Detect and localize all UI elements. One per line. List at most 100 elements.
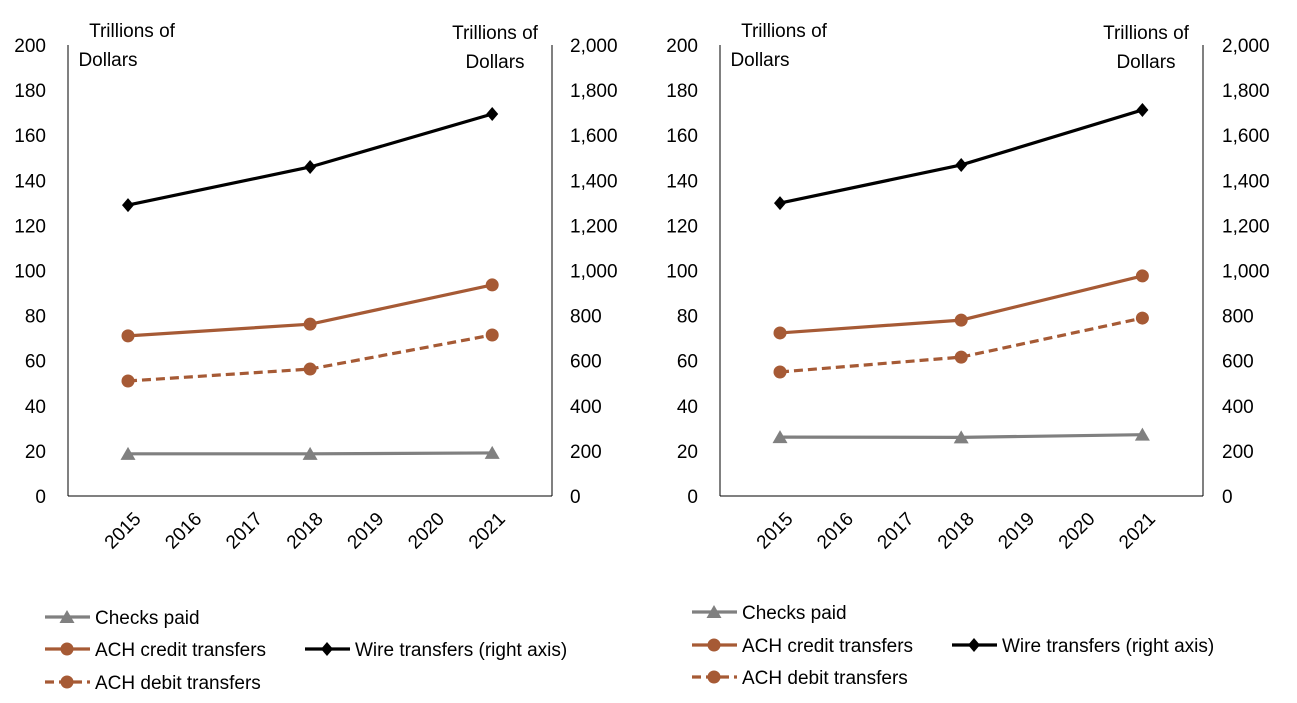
- x-tick-label: 2016: [161, 509, 206, 554]
- right-tick-label: 1,200: [1222, 216, 1270, 237]
- right-tick-label: 800: [570, 307, 602, 328]
- legend-label: ACH debit transfers: [742, 668, 908, 689]
- circle-marker: [485, 278, 499, 292]
- right-axis-title-line: Dollars: [465, 52, 524, 73]
- right-tick-label: 1,000: [570, 262, 618, 283]
- legend-label: ACH debit transfers: [95, 673, 261, 694]
- circle-marker: [773, 326, 787, 340]
- left-tick-label: 140: [666, 171, 698, 192]
- x-tick-label: 2021: [1115, 509, 1160, 554]
- left-tick-label: 160: [666, 126, 698, 147]
- left-tick-label: 20: [25, 442, 46, 463]
- series-ach-credit-transfers: [121, 278, 499, 343]
- series-checks-paid: [120, 445, 500, 460]
- legend-triangle-marker: [59, 610, 75, 623]
- legend-item: Wire transfers (right axis): [305, 640, 567, 661]
- right-tick-label: 1,400: [1222, 171, 1270, 192]
- triangle-marker: [1134, 427, 1150, 441]
- right-axis-title-line: Trillions of: [1103, 23, 1190, 44]
- x-tick-label: 2015: [753, 509, 798, 554]
- right-tick-label: 2,000: [570, 36, 618, 57]
- left-tick-label: 40: [677, 397, 698, 418]
- x-tick-label: 2016: [813, 509, 858, 554]
- x-tick-label: 2019: [344, 509, 389, 554]
- x-tick-label: 2019: [994, 509, 1039, 554]
- legend-circle-marker: [60, 675, 74, 689]
- right-tick-label: 200: [570, 442, 602, 463]
- right-tick-label: 400: [570, 397, 602, 418]
- left-tick-label: 120: [14, 216, 46, 237]
- legend-label: Checks paid: [742, 603, 847, 624]
- left-tick-label: 60: [677, 352, 698, 373]
- right-tick-label: 800: [1222, 307, 1254, 328]
- left-tick-label: 200: [14, 36, 46, 57]
- chart-2: 0 20 40 60 80 100 120 140 160 180 200 0 200 400 600 800…: [666, 21, 1269, 689]
- right-axis-title-line: Trillions of: [452, 23, 539, 44]
- right-tick-label: 1,200: [570, 216, 618, 237]
- legend-circle-marker: [60, 642, 74, 656]
- left-tick-label: 100: [14, 262, 46, 283]
- triangle-marker: [484, 445, 500, 459]
- series-checks-paid: [772, 427, 1150, 444]
- legend-label: Wire transfers (right axis): [355, 640, 567, 661]
- right-tick-label: 0: [1222, 487, 1233, 508]
- legend-item: ACH credit transfers: [692, 636, 913, 657]
- series-wire-transfers-right-axis: [774, 102, 1149, 211]
- legend-label: Checks paid: [95, 608, 200, 629]
- legend-label: ACH credit transfers: [95, 640, 266, 661]
- circle-marker: [1135, 311, 1149, 325]
- right-tick-label: 400: [1222, 397, 1254, 418]
- diamond-marker: [486, 107, 499, 122]
- right-tick-label: 1,800: [570, 81, 618, 102]
- triangle-marker: [772, 430, 788, 444]
- series-wire-transfers-right-axis: [122, 107, 499, 213]
- right-tick-label: 1,400: [570, 171, 618, 192]
- legend-label: Wire transfers (right axis): [1002, 636, 1214, 657]
- right-tick-label: 1,800: [1222, 81, 1270, 102]
- circle-marker: [121, 329, 135, 343]
- left-tick-label: 0: [35, 487, 46, 508]
- chart-1: 0 20 40 60 80 100 120 140 160 180 200 0 200 400 600 800…: [14, 21, 617, 694]
- left-tick-label: 180: [14, 81, 46, 102]
- left-axis-title-line: Trillions of: [89, 21, 176, 42]
- right-tick-label: 1,000: [1222, 262, 1270, 283]
- left-tick-label: 180: [666, 81, 698, 102]
- left-axis-title-line: Trillions of: [741, 21, 828, 42]
- left-tick-label: 0: [687, 487, 698, 508]
- right-tick-label: 600: [1222, 352, 1254, 373]
- legend-circle-marker: [707, 638, 721, 652]
- legend-item: Checks paid: [45, 608, 200, 629]
- legend-circle-marker: [707, 670, 721, 684]
- x-tick-label: 2018: [934, 509, 979, 554]
- right-tick-label: 1,600: [570, 126, 618, 147]
- legend-item: ACH credit transfers: [45, 640, 266, 661]
- left-tick-label: 120: [666, 216, 698, 237]
- left-tick-label: 160: [14, 126, 46, 147]
- x-tick-label: 2018: [283, 509, 328, 554]
- left-tick-label: 60: [25, 352, 46, 373]
- legend: Checks paid ACH credit transfers Wire tran…: [45, 608, 567, 694]
- diamond-marker: [1136, 102, 1149, 117]
- left-tick-label: 100: [666, 262, 698, 283]
- legend-item: Checks paid: [692, 603, 847, 624]
- right-axis-title-line: Dollars: [1116, 52, 1175, 73]
- circle-marker: [1135, 269, 1149, 283]
- left-tick-label: 80: [25, 307, 46, 328]
- right-tick-label: 600: [570, 352, 602, 373]
- triangle-marker: [120, 446, 136, 460]
- series-line: [127, 112, 493, 207]
- x-tick-label: 2020: [404, 509, 449, 554]
- x-tick-label: 2020: [1055, 509, 1100, 554]
- right-tick-label: 2,000: [1222, 36, 1270, 57]
- legend-item: Wire transfers (right axis): [952, 636, 1214, 657]
- diamond-marker: [304, 159, 317, 174]
- triangle-marker: [302, 446, 318, 460]
- series-ach-debit-transfers: [121, 328, 499, 388]
- legend: Checks paid ACH credit transfers Wire tran…: [692, 603, 1214, 689]
- left-tick-label: 200: [666, 36, 698, 57]
- x-tick-label: 2017: [874, 509, 919, 554]
- series-ach-credit-transfers: [773, 269, 1149, 340]
- left-axis-title-line: Dollars: [730, 50, 789, 71]
- diamond-marker: [122, 198, 134, 213]
